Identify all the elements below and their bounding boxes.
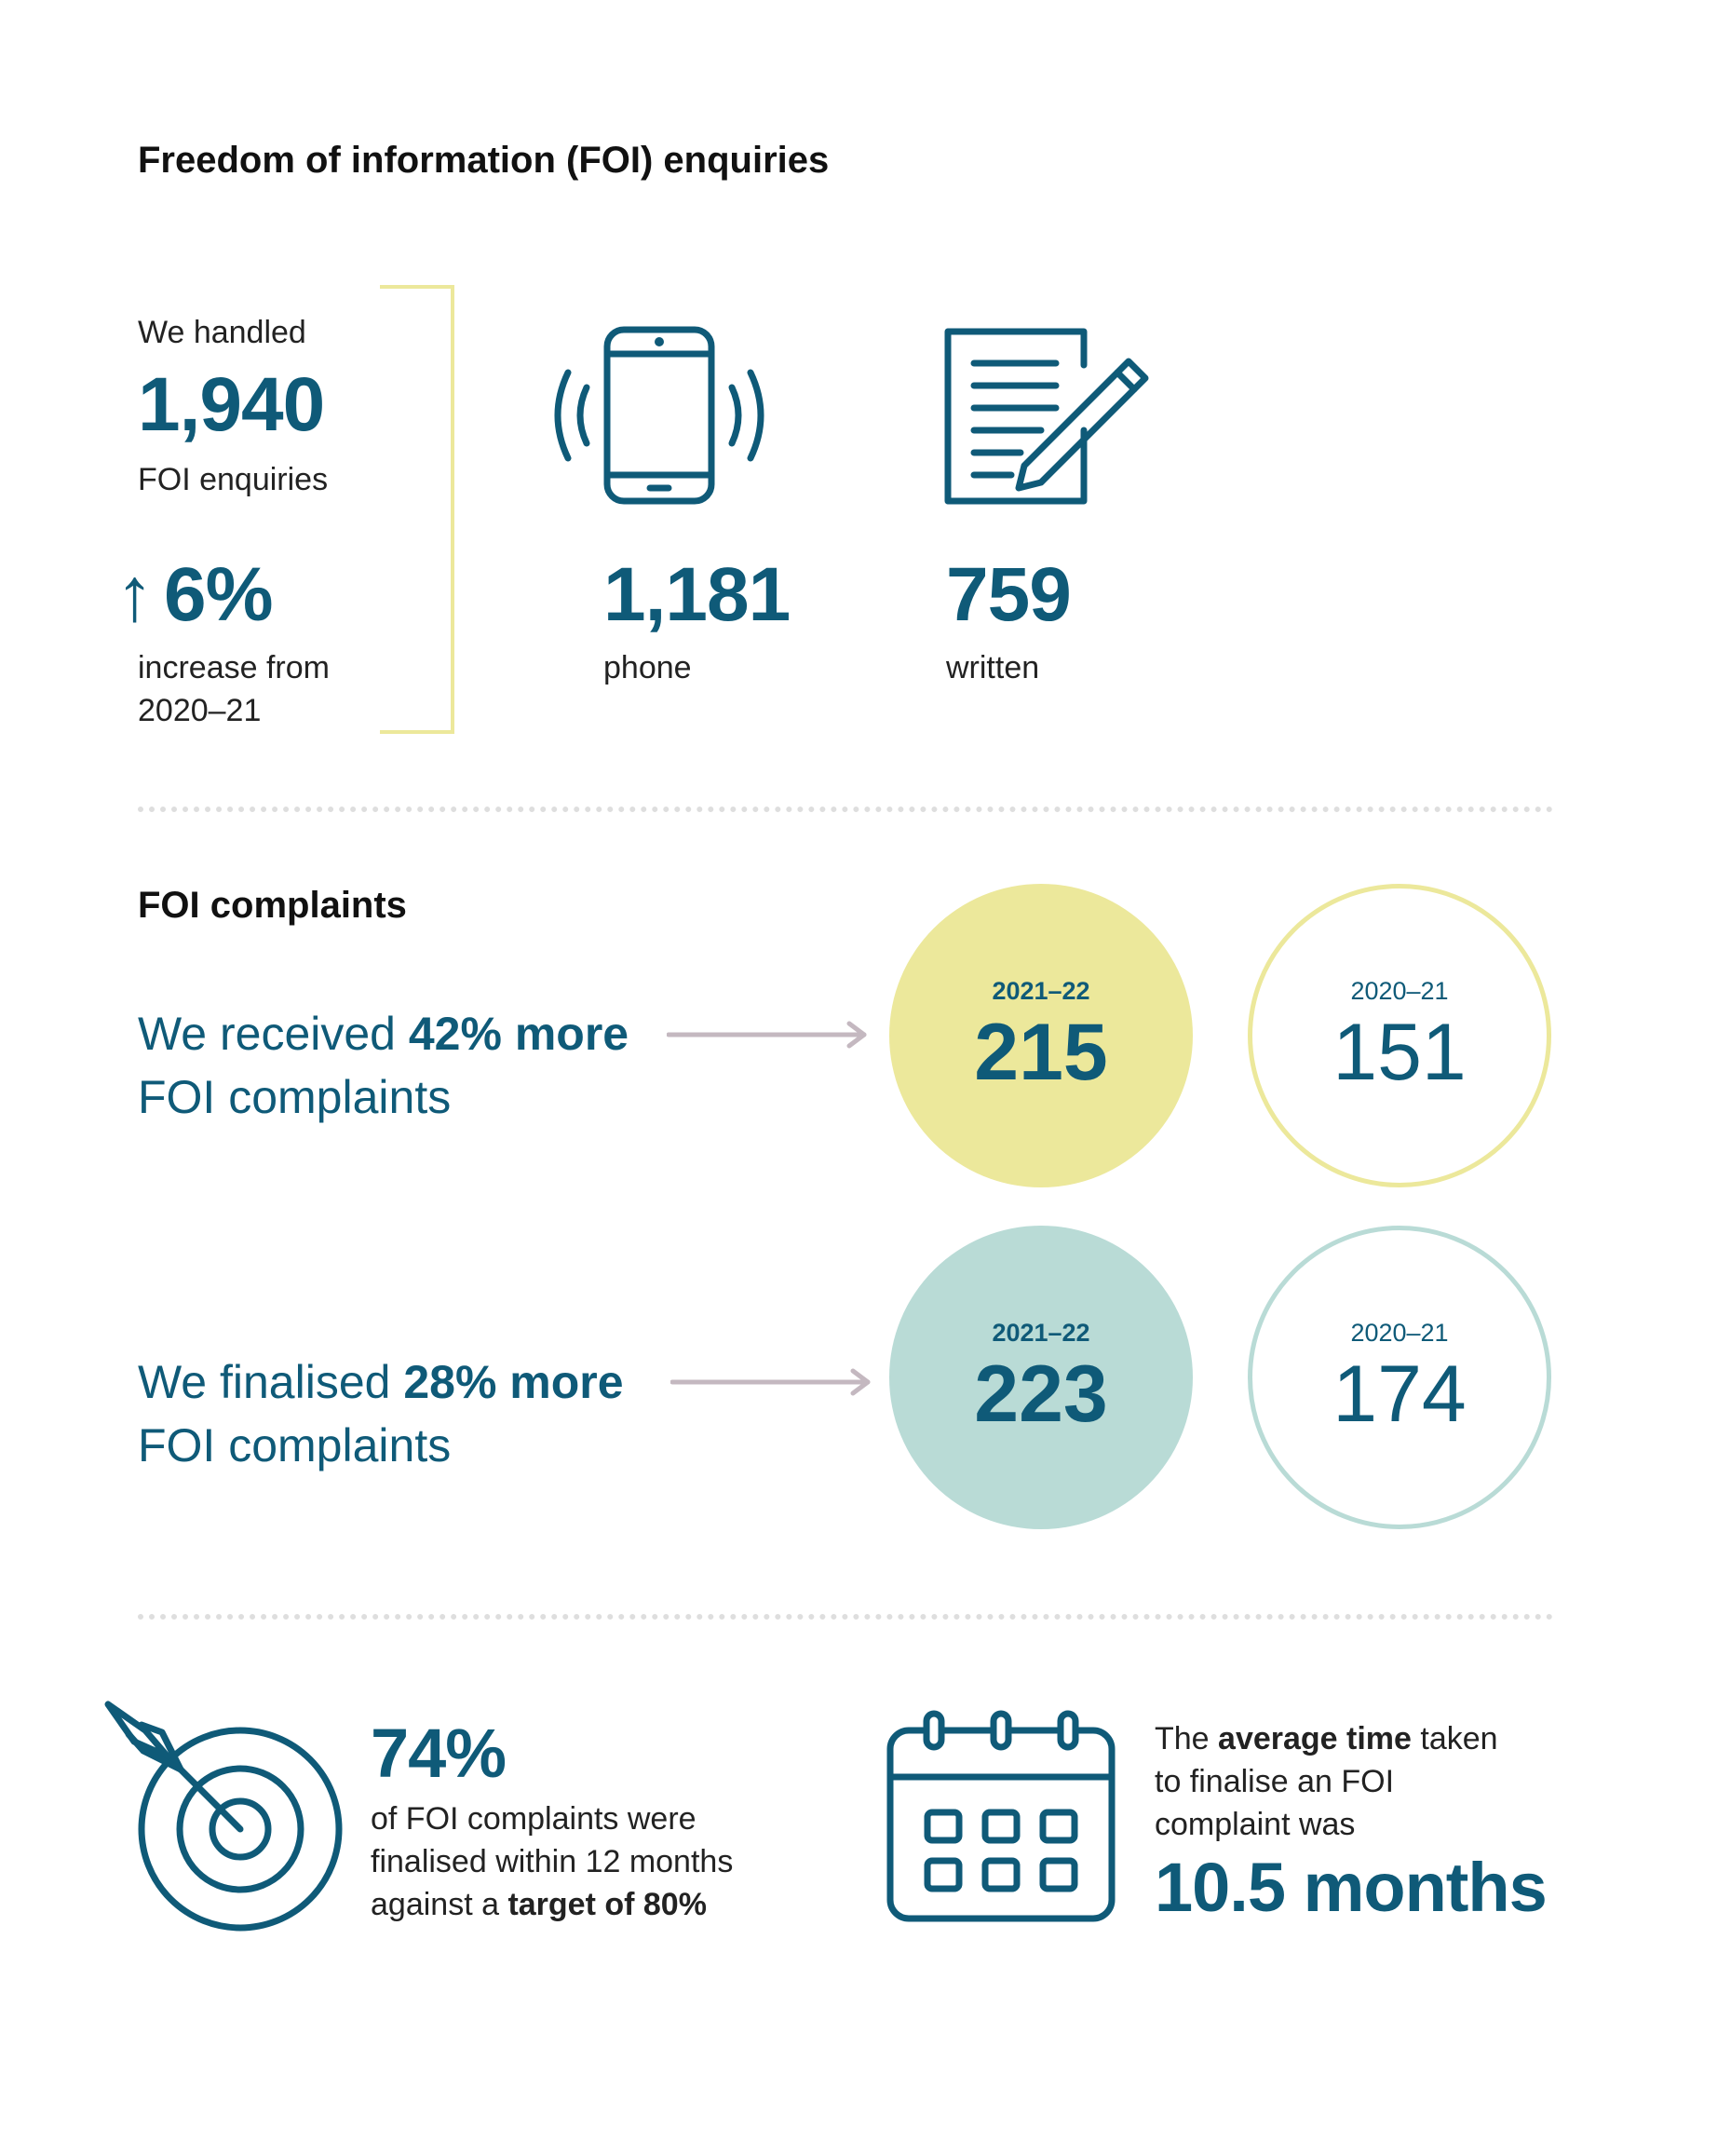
divider-2: [138, 1614, 1553, 1620]
target-line2: finalised within 12 months: [371, 1844, 734, 1879]
received-prior-value: 151: [1332, 1008, 1467, 1097]
target-line1: of FOI complaints were: [371, 1801, 696, 1837]
average-line1: The average time taken: [1155, 1721, 1498, 1756]
total-enquiries-value: 1,940: [138, 362, 325, 447]
enquiries-title: Freedom of information (FOI) enquiries: [138, 140, 830, 181]
arrow-icon: [667, 1021, 867, 1049]
divider-1: [138, 807, 1553, 812]
enquiries-bracket: [380, 285, 454, 734]
phone-enquiries-label: phone: [603, 650, 692, 685]
received-statement: We received 42% more FOI complaints: [138, 1002, 629, 1129]
average-line2: to finalise an FOI: [1155, 1764, 1395, 1799]
finalised-line2: FOI complaints: [138, 1419, 452, 1471]
finalised-current-value: 223: [974, 1349, 1108, 1439]
change-value: 6%: [164, 552, 274, 637]
finalised-prior-circle: 2020–21 174: [1248, 1226, 1551, 1529]
change-label-line2: 2020–21: [138, 693, 262, 728]
target-text: of FOI complaints were finalised within …: [371, 1797, 733, 1926]
received-current-year: 2021–22: [992, 977, 1090, 1005]
finalised-current-circle: 2021–22 223: [889, 1226, 1193, 1529]
target-line3: against a target of 80%: [371, 1887, 707, 1922]
arrow-icon: [670, 1368, 871, 1396]
total-enquiries-label: FOI enquiries: [138, 462, 329, 497]
target-value: 74%: [371, 1715, 507, 1792]
written-enquiries-value: 759: [946, 552, 1072, 637]
phone-enquiries-value: 1,181: [603, 552, 791, 637]
complaints-title: FOI complaints: [138, 885, 407, 926]
finalised-statement: We finalised 28% more FOI complaints: [138, 1350, 624, 1477]
received-prior-circle: 2020–21 151: [1248, 884, 1551, 1187]
finalised-prior-year: 2020–21: [1350, 1319, 1449, 1347]
change-arrow: ↑: [115, 552, 154, 637]
finalised-line1: We finalised 28% more: [138, 1356, 624, 1408]
received-prior-year: 2020–21: [1350, 977, 1449, 1005]
handled-label: We handled: [138, 315, 306, 350]
finalised-prior-value: 174: [1332, 1349, 1467, 1439]
target-icon: [104, 1701, 343, 1932]
phone-ringing-icon: [554, 326, 764, 505]
calendar-icon: [886, 1710, 1116, 1922]
document-pen-icon: [944, 328, 1149, 505]
change-label-line1: increase from: [138, 650, 330, 685]
received-line2: FOI complaints: [138, 1071, 452, 1123]
received-line1: We received 42% more: [138, 1008, 629, 1060]
received-current-circle: 2021–22 215: [889, 884, 1193, 1187]
average-text: The average time taken to finalise an FO…: [1155, 1717, 1498, 1846]
average-line3: complaint was: [1155, 1807, 1356, 1842]
received-current-value: 215: [974, 1008, 1108, 1097]
written-enquiries-label: written: [946, 650, 1040, 685]
finalised-current-year: 2021–22: [992, 1319, 1090, 1347]
average-value: 10.5 months: [1155, 1849, 1548, 1926]
